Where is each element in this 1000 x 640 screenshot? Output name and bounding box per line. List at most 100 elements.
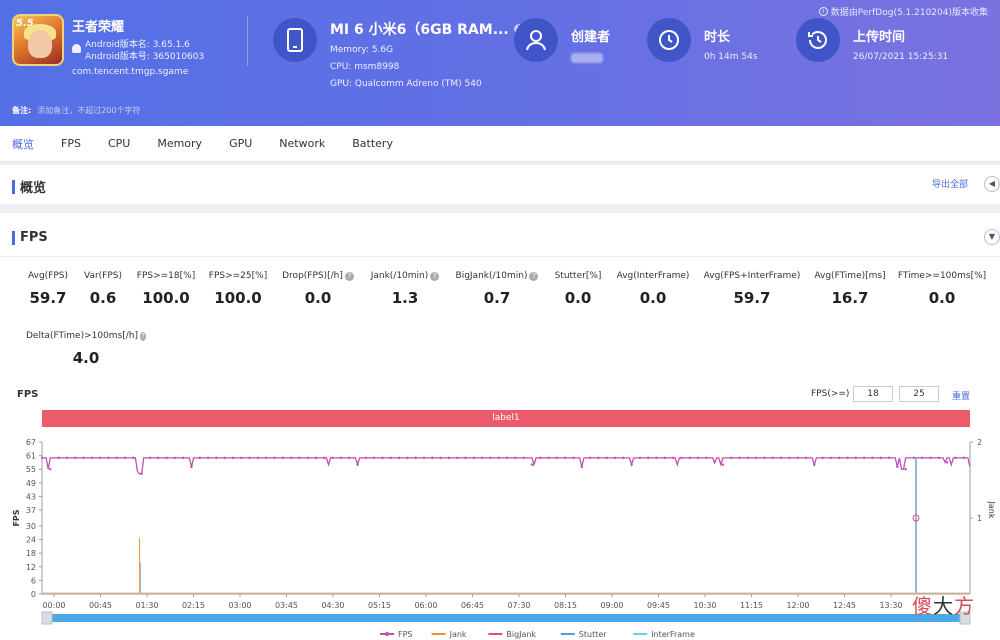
fps-point <box>771 456 774 460</box>
metric-0: Avg(FPS) 59.7 <box>0 271 108 307</box>
metric-9: Avg(FPS+InterFrame) 59.7 <box>692 271 812 307</box>
fps-point <box>588 456 592 460</box>
fps-threshold-high-input[interactable] <box>899 386 939 402</box>
x-tick-label: 03:45 <box>275 601 298 610</box>
fps-point <box>563 456 567 460</box>
x-tick-label: 01:30 <box>135 601 158 610</box>
x-tick-label: 00:00 <box>42 601 65 610</box>
chevron-left-icon[interactable]: ◀ <box>984 176 1000 192</box>
fps-point <box>115 456 118 460</box>
y-tick-label: 67 <box>26 438 36 447</box>
y2-axis-label: Jank <box>987 501 996 519</box>
fps-point <box>530 463 534 466</box>
metric-label: Avg(FTime)[ms] <box>790 271 910 281</box>
metric-label: BigJank(/10min)? <box>437 271 557 281</box>
x-tick-label: 13:30 <box>879 601 902 610</box>
help-icon[interactable]: ? <box>140 331 146 341</box>
fps-point <box>348 456 351 460</box>
tab-gpu[interactable]: GPU <box>229 137 253 150</box>
fps-point <box>256 456 260 460</box>
range-slider-track <box>46 614 966 622</box>
tab-battery[interactable]: Battery <box>352 137 393 150</box>
fps-point <box>796 456 799 460</box>
device-meta: Memory: 5.6G CPU: msm8998 GPU: Qualcomm … <box>330 42 482 93</box>
tab-fps[interactable]: FPS <box>61 137 81 150</box>
fps-point <box>132 456 135 460</box>
fps-point <box>223 456 226 460</box>
fps-point <box>505 456 509 460</box>
fps-point <box>655 456 658 460</box>
metric-label-text: Drop(FPS)[/h] <box>282 271 343 281</box>
fps-point <box>331 456 334 460</box>
help-icon[interactable]: ? <box>344 271 354 281</box>
fps-point <box>472 456 476 460</box>
fps-point <box>98 456 102 460</box>
reset-button[interactable]: 重置 <box>952 392 971 402</box>
fps-point <box>962 456 965 460</box>
fps-point <box>597 456 600 460</box>
export-all-link[interactable]: 导出全部 <box>931 180 968 190</box>
legend-label: BigJank <box>506 630 536 639</box>
label-bar[interactable]: label1 <box>42 410 970 427</box>
fps-point <box>406 456 409 460</box>
device-gpu: GPU: Qualcomm Adreno (TM) 540 <box>330 79 482 89</box>
fps-point <box>705 456 708 460</box>
metric-12: Delta(FTime)>100ms[/h]? 4.0 <box>26 331 146 367</box>
fps-point <box>763 456 766 460</box>
metric-value: 59.7 <box>733 289 771 307</box>
tab-cpu[interactable]: CPU <box>107 137 131 150</box>
metric-label: Var(FPS) <box>43 271 163 281</box>
fps-point <box>647 456 650 460</box>
metric-label-text: FTime>=100ms[%] <box>897 271 987 281</box>
tab-network[interactable]: Network <box>279 137 326 150</box>
remark-input[interactable]: 添加备注，不超过200个字符 <box>37 105 141 115</box>
fps-point <box>671 456 675 460</box>
fps-point <box>497 456 500 460</box>
fps-point <box>555 456 559 460</box>
fps-point <box>738 456 741 460</box>
duration-value: 0h 14m 54s <box>704 52 758 62</box>
help-icon[interactable]: ? <box>529 271 539 281</box>
fps-point <box>206 456 210 460</box>
metric-value: 0.0 <box>564 289 592 307</box>
fps-point <box>829 456 833 460</box>
x-tick-label: 07:30 <box>507 601 530 610</box>
watermark-logo: 傻大方 <box>912 594 974 618</box>
fps-point <box>49 468 52 471</box>
fps-threshold-low-input[interactable] <box>853 386 893 402</box>
tab-概览[interactable]: 概览 <box>12 137 34 151</box>
y-tick-label: 61 <box>26 452 36 461</box>
metric-4: Drop(FPS)[/h]? 0.0 <box>258 271 378 307</box>
fps-point <box>580 465 583 469</box>
tab-memory[interactable]: Memory <box>157 137 203 150</box>
fps-point <box>912 456 916 460</box>
fps-point <box>140 472 143 475</box>
y-tick-label: 43 <box>26 492 36 501</box>
chevron-down-icon[interactable]: ▼ <box>984 229 1000 245</box>
x-tick-label: 03:00 <box>228 601 251 610</box>
fps-point <box>896 465 899 469</box>
collector-notice-text: 数据由PerfDog(5.1.210204)版本收集 <box>830 8 988 18</box>
metric-value: 100.0 <box>142 289 190 307</box>
x-tick-label: 12:45 <box>833 601 856 610</box>
metric-label-text: BigJank(/10min) <box>455 271 528 281</box>
fps-point <box>696 456 700 460</box>
metric-value: 0.0 <box>304 289 332 307</box>
clock-icon <box>647 18 691 62</box>
fps-point <box>107 456 110 460</box>
metric-10: Avg(FTime)[ms] 16.7 <box>790 271 910 307</box>
fps-point <box>389 456 392 460</box>
metric-label: FTime>=100ms[%] <box>882 271 1000 281</box>
y-tick-label: 6 <box>31 576 36 585</box>
help-icon[interactable]: ? <box>430 271 440 281</box>
device-memory: Memory: 5.6G <box>330 45 394 55</box>
fps-point <box>630 463 633 466</box>
fps-point <box>165 456 168 460</box>
fps-point <box>215 456 218 460</box>
metric-label: Jank(/10min)? <box>345 271 465 281</box>
fps-point <box>298 456 301 460</box>
metric-value: 1.3 <box>391 289 419 307</box>
metric-5: Jank(/10min)? 1.3 <box>345 271 465 307</box>
fps-point <box>854 456 858 460</box>
